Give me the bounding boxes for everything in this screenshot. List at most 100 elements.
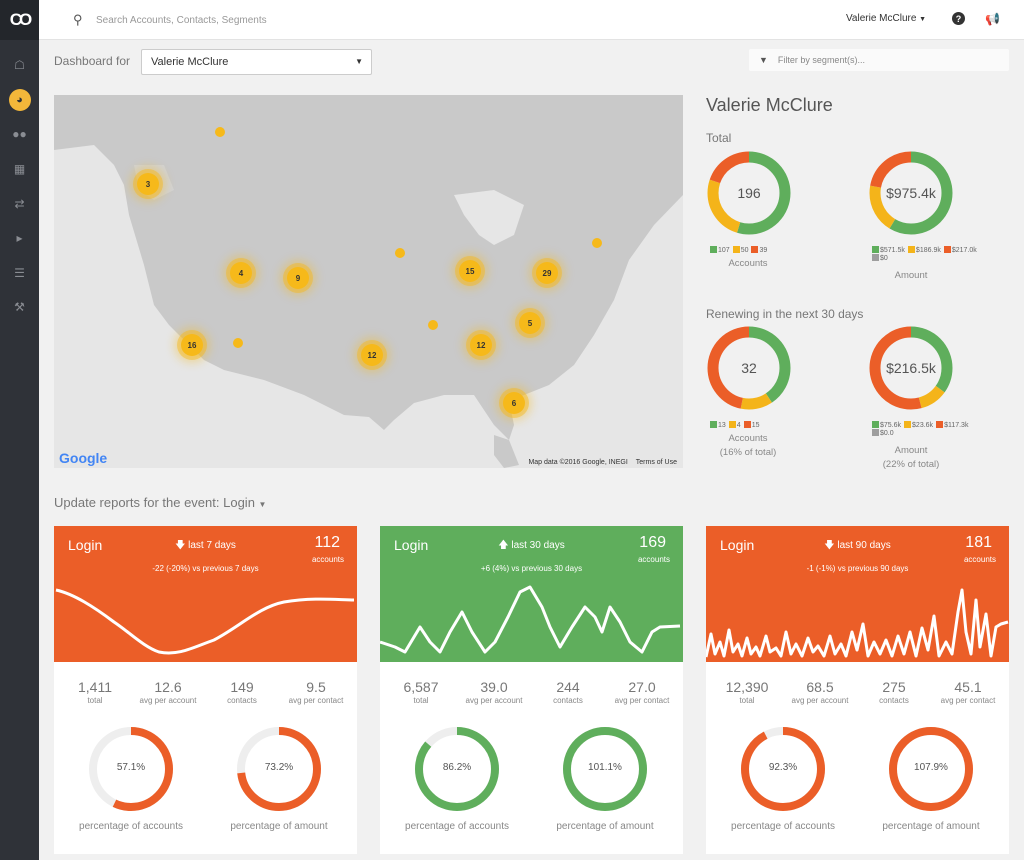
donut-caption: Amount (894, 445, 928, 456)
user-select[interactable]: Valerie McClure ▼ (141, 49, 372, 75)
gauge-amount: 73.2% (236, 726, 322, 812)
map-cluster-marker[interactable]: 3 (137, 173, 159, 195)
map-marker[interactable] (592, 238, 602, 248)
map-marker[interactable] (233, 338, 243, 348)
donut-center-value: $216.5k (886, 360, 936, 376)
gauge-label: percentage of accounts (79, 821, 183, 832)
card-header: Login 🡅 last 30 days +6 (4%) vs previous… (380, 526, 683, 662)
map-attribution: Map data ©2016 Google, INEGI Terms of Use (528, 459, 677, 466)
users-icon[interactable]: ●● (12, 127, 27, 141)
gauge-label: percentage of amount (556, 821, 654, 832)
map-cluster-marker[interactable]: 15 (459, 260, 481, 282)
dashboard-label: Dashboard for (54, 54, 131, 68)
map-cluster-marker[interactable]: 5 (519, 312, 541, 334)
user-menu[interactable]: Valerie McClure ▼ (846, 13, 926, 24)
app-logo[interactable]: CO (0, 0, 39, 40)
top-bar: ⚲ Valerie McClure ▼ ? 📢 (39, 0, 1024, 40)
gauge-label: percentage of amount (230, 821, 328, 832)
event-prefix: Update reports for the event: (54, 495, 220, 510)
map-cluster-marker[interactable]: 9 (287, 267, 309, 289)
map-marker[interactable] (215, 127, 225, 137)
event-selector[interactable]: Update reports for the event: Login ▼ (54, 495, 266, 510)
total-accounts-donut: 196 (706, 150, 792, 236)
card-period: 🡇 last 90 days (824, 540, 891, 551)
metric-contacts: 275 contacts (879, 679, 909, 705)
card-comparison: +6 (4%) vs previous 30 days (480, 564, 583, 573)
donut-legend: $571.5k $186.9k $217.0k $0 (872, 246, 977, 262)
map-cluster-marker[interactable]: 6 (503, 392, 525, 414)
terms-link[interactable]: Terms of Use (635, 459, 677, 466)
gauge-amount: 107.9% (888, 726, 974, 812)
dashboard-icon: ◕ (8, 89, 31, 111)
megaphone-icon[interactable]: ▸ (16, 231, 23, 245)
list-icon[interactable]: ☰ (14, 266, 25, 280)
segment-filter[interactable]: ▼ Filter by segment(s)... (749, 49, 1009, 71)
metric-total: 1,411 total (78, 679, 112, 705)
donut-caption: Amount (894, 270, 928, 281)
caret-down-icon: ▼ (355, 57, 363, 66)
event-card-7-days: Login 🡇 last 7 days -22 (-20%) vs previo… (54, 526, 357, 854)
card-sparkline (706, 588, 1009, 658)
home-icon[interactable]: ☖ (14, 58, 25, 72)
chevron-down-icon: ▼ (258, 500, 267, 509)
metric-avg-contact: 27.0 avg per contact (614, 679, 670, 705)
donut-legend: $75.6k $23.6k $117.3k $0.0 (872, 421, 968, 437)
gauge-accounts: 86.2% (414, 726, 500, 812)
donut-center-value: 196 (737, 185, 761, 201)
sidebar-item-dashboard[interactable]: ◕ (0, 85, 39, 115)
shuffle-icon[interactable]: ⇄ (14, 197, 25, 211)
metric-total: 6,587 total (403, 679, 439, 705)
renew-amount-donut: $216.5k (868, 325, 954, 411)
card-title: Login (720, 537, 755, 553)
gauge-amount: 101.1% (562, 726, 648, 812)
metric-avg-contact: 45.1 avg per contact (940, 679, 996, 705)
renew-title: Renewing in the next 30 days (706, 307, 864, 321)
metric-avg-account: 39.0 avg per account (465, 679, 523, 705)
event-name: Login (223, 495, 255, 510)
donut-caption: Accounts (728, 258, 768, 269)
map-attribution-text: Map data ©2016 Google, INEGI (528, 459, 628, 466)
map-marker[interactable] (428, 320, 438, 330)
card-comparison: -22 (-20%) vs previous 7 days (152, 564, 259, 573)
map-cluster-marker[interactable]: 12 (361, 344, 383, 366)
gauge-label: percentage of accounts (731, 821, 835, 832)
map-cluster-marker[interactable]: 29 (536, 262, 558, 284)
gauge-label: percentage of accounts (405, 821, 509, 832)
card-period: 🡇 last 7 days (175, 540, 236, 551)
megaphone-icon[interactable]: 📢 (985, 12, 1000, 26)
donut-subcaption: (22% of total) (882, 459, 940, 470)
arrow-down-icon: 🡇 (824, 540, 835, 551)
map-cluster-marker[interactable]: 16 (181, 334, 203, 356)
card-title: Login (394, 537, 429, 553)
help-icon[interactable]: ? (952, 12, 965, 25)
map-cluster-marker[interactable]: 4 (230, 262, 252, 284)
metric-avg-account: 68.5 avg per account (791, 679, 849, 705)
arrow-down-icon: 🡇 (175, 540, 186, 551)
map-cluster-marker[interactable]: 12 (470, 334, 492, 356)
donut-legend: 107 50 39 (710, 246, 767, 254)
search-icon: ⚲ (73, 12, 83, 27)
metric-avg-account: 12.6 avg per account (139, 679, 197, 705)
metric-total: 12,390 total (725, 679, 769, 705)
donut-subcaption: (16% of total) (719, 447, 777, 458)
metric-contacts: 149 contacts (227, 679, 257, 705)
card-count: 169 (639, 534, 666, 551)
wrench-icon[interactable]: ⚒ (14, 300, 25, 314)
donut-caption: Accounts (728, 433, 768, 444)
map-marker[interactable] (395, 248, 405, 258)
total-title: Total (706, 131, 732, 145)
gauge-accounts: 57.1% (88, 726, 174, 812)
donut-center-value: $975.4k (886, 185, 936, 201)
building-icon[interactable]: ▦ (13, 162, 26, 176)
metric-avg-contact: 9.5 avg per contact (288, 679, 344, 705)
gauge-label: percentage of amount (882, 821, 980, 832)
card-header: Login 🡇 last 90 days -1 (-1%) vs previou… (706, 526, 1009, 662)
card-count: 112 (314, 534, 340, 551)
chevron-down-icon: ▼ (919, 16, 927, 23)
user-menu-label: Valerie McClure (846, 13, 917, 24)
map[interactable]: 3 4 9 15 29 16 12 12 5 6 Google Map data… (54, 95, 683, 468)
card-header: Login 🡇 last 7 days -22 (-20%) vs previo… (54, 526, 357, 662)
event-card-90-days: Login 🡇 last 90 days -1 (-1%) vs previou… (706, 526, 1009, 854)
user-select-value: Valerie McClure (151, 56, 229, 68)
search-input[interactable] (96, 11, 396, 29)
